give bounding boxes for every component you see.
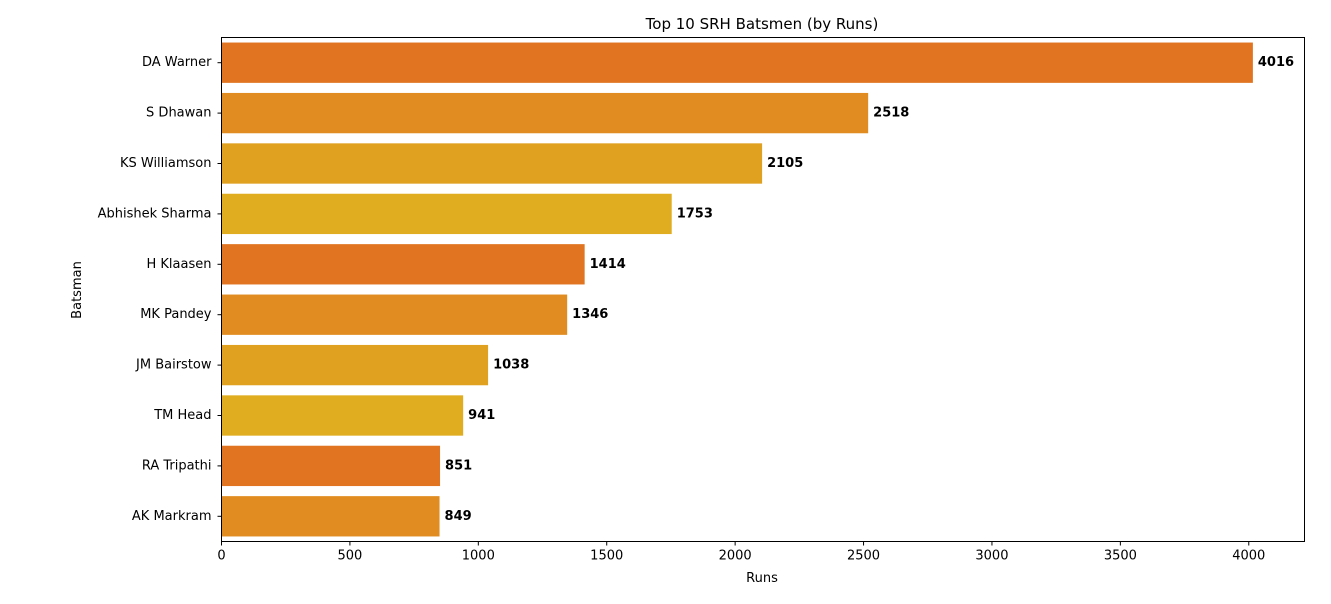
bar-h-klaasen (221, 244, 585, 285)
data-label-ak-markram: 849 (445, 509, 472, 524)
y-tick-label-ak-markram: AK Markram (132, 509, 212, 524)
bars-group (221, 42, 1253, 537)
bar-tm-head (221, 395, 464, 436)
y-tick-label-s-dhawan: S Dhawan (146, 106, 211, 121)
x-tick-label-3000: 3000 (975, 549, 1008, 564)
data-label-abhishek-sharma: 1753 (677, 206, 713, 221)
bar-ra-tripathi (221, 445, 441, 487)
data-labels-group: 4016 2518 2105 1753 1414 1346 1038 941 851 849 (445, 55, 1295, 524)
y-tick-label-ks-williamson: KS Williamson (120, 156, 212, 171)
x-tick-label-3500: 3500 (1104, 549, 1137, 564)
x-tick-label-500: 500 (337, 549, 362, 564)
chart-title: Top 10 SRH Batsmen (by Runs) (645, 15, 879, 33)
plot-frame (221, 37, 1305, 542)
y-tick-label-da-warner: DA Warner (142, 55, 212, 70)
bar-mk-pandey (221, 294, 568, 335)
x-tick-label-2000: 2000 (719, 549, 752, 564)
x-tick-label-1000: 1000 (462, 549, 495, 564)
bar-ks-williamson (221, 143, 763, 184)
data-label-ks-williamson: 2105 (767, 156, 803, 171)
data-label-h-klaasen: 1414 (590, 257, 626, 272)
y-tick-label-tm-head: TM Head (153, 408, 211, 423)
x-tick-label-0: 0 (217, 549, 225, 564)
data-label-tm-head: 941 (468, 408, 495, 423)
y-tick-label-abhishek-sharma: Abhishek Sharma (98, 206, 212, 221)
y-tick-label-jm-bairstow: JM Bairstow (135, 358, 212, 373)
x-tick-label-4000: 4000 (1232, 549, 1265, 564)
x-tick-label-1500: 1500 (590, 549, 623, 564)
bar-ak-markram (221, 496, 440, 537)
bar-abhishek-sharma (221, 193, 672, 235)
data-label-ra-tripathi: 851 (445, 458, 472, 473)
data-label-mk-pandey: 1346 (572, 307, 608, 322)
bar-da-warner (221, 42, 1253, 83)
y-tick-label-ra-tripathi: RA Tripathi (142, 458, 212, 473)
y-tick-label-h-klaasen: H Klaasen (147, 257, 212, 272)
x-tick-label-2500: 2500 (847, 549, 880, 564)
data-label-da-warner: 4016 (1258, 55, 1294, 70)
bar-jm-bairstow (221, 344, 489, 386)
x-axis-label: Runs (746, 571, 778, 586)
y-axis: DA Warner S Dhawan KS Williamson Abhishek S… (98, 55, 222, 524)
x-axis: 0 500 1000 1500 2000 2500 3000 3500 4000 (217, 541, 1265, 564)
data-label-jm-bairstow: 1038 (493, 358, 529, 373)
bar-s-dhawan (221, 92, 869, 134)
data-label-s-dhawan: 2518 (873, 106, 909, 121)
y-tick-label-mk-pandey: MK Pandey (140, 307, 212, 322)
y-axis-label: Batsman (70, 261, 85, 319)
